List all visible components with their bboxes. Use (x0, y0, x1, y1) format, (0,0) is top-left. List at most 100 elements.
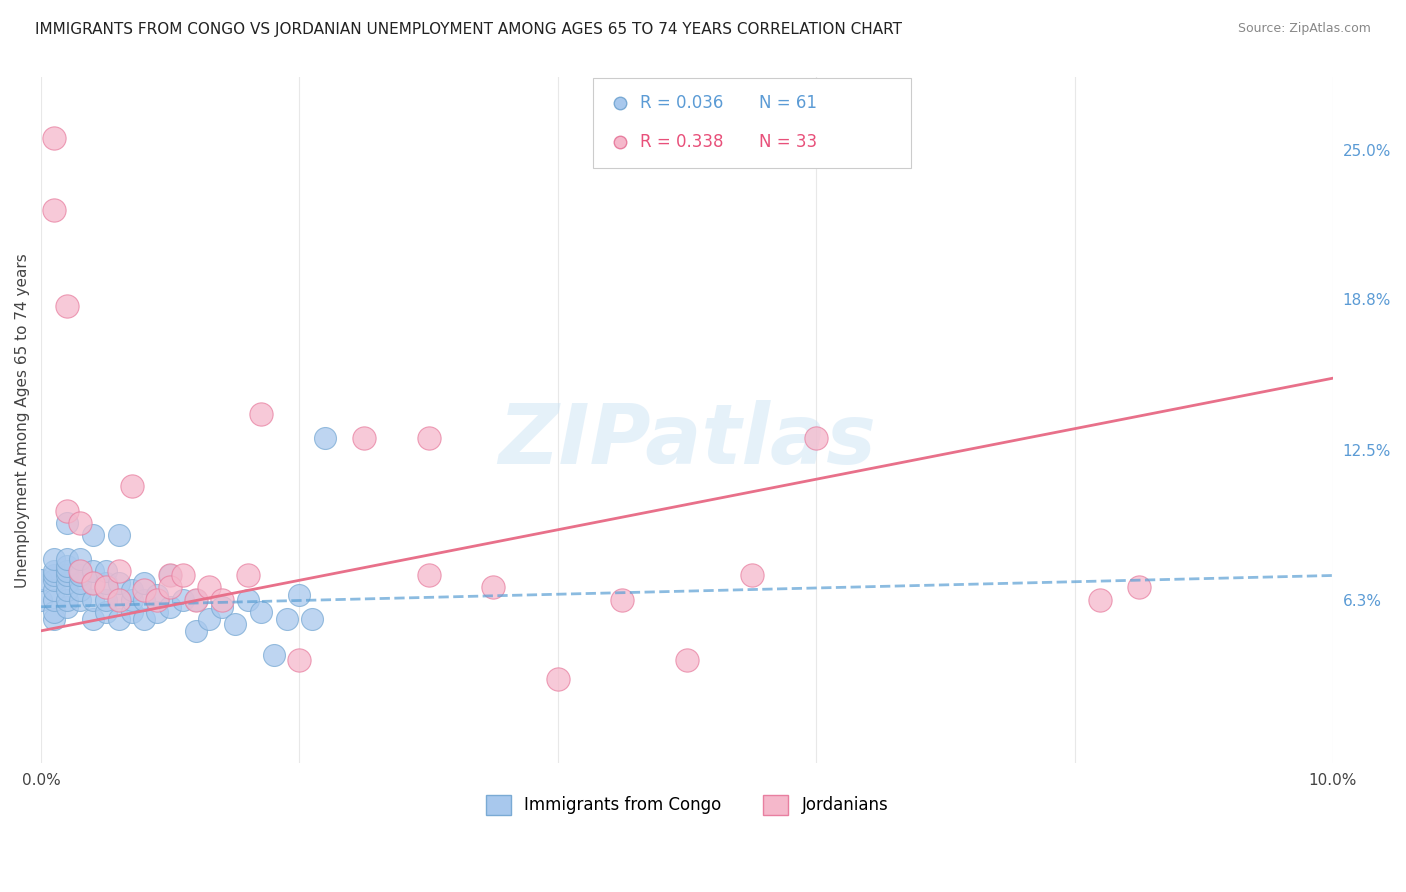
Text: R = 0.338: R = 0.338 (640, 133, 723, 151)
Point (198, 581, 221, 595)
Point (82, 612, 104, 626)
Point (30, 574, 52, 588)
Point (42, 130, 65, 145)
Point (107, 564, 129, 578)
Point (198, 612, 221, 626)
Point (249, 407, 271, 421)
Point (159, 568, 181, 582)
Point (134, 612, 156, 626)
Point (1128, 581, 1150, 595)
Point (211, 599, 233, 614)
Text: Source: ZipAtlas.com: Source: ZipAtlas.com (1237, 22, 1371, 36)
Point (184, 592, 207, 607)
Point (69, 568, 91, 582)
Point (42, 574, 65, 588)
Point (69, 516, 91, 530)
Point (159, 599, 181, 614)
Point (107, 612, 129, 626)
Point (263, 648, 285, 662)
Point (159, 581, 181, 595)
Point (82, 575, 104, 590)
Point (146, 605, 169, 619)
Point (56, 568, 79, 582)
Point (1090, 592, 1112, 607)
Point (184, 592, 207, 607)
Text: ZIPatlas: ZIPatlas (498, 401, 876, 482)
Point (42, 568, 65, 582)
Point (69, 582, 91, 597)
Point (56, 551, 79, 566)
Point (146, 588, 169, 602)
Point (676, 653, 699, 667)
Point (94, 592, 117, 607)
Point (547, 672, 569, 686)
Point (42, 551, 65, 566)
Point (224, 616, 246, 631)
Point (42, 582, 65, 597)
Point (806, 431, 828, 445)
Point (418, 431, 440, 445)
Point (134, 582, 156, 597)
Point (69, 564, 91, 578)
Point (56, 299, 79, 313)
Point (249, 605, 271, 619)
Legend: Immigrants from Congo, Jordanians: Immigrants from Congo, Jordanians (478, 787, 897, 823)
Point (314, 431, 336, 445)
Point (107, 527, 129, 541)
Point (172, 568, 194, 582)
Point (172, 592, 194, 607)
Point (82, 592, 104, 607)
Point (236, 568, 259, 582)
Point (56, 575, 79, 590)
Point (211, 592, 233, 607)
Point (42, 592, 65, 607)
Point (69, 551, 91, 566)
Point (42, 202, 65, 217)
Point (56, 503, 79, 517)
Point (184, 624, 207, 638)
Point (418, 568, 440, 582)
Point (288, 588, 311, 602)
Point (107, 575, 129, 590)
Point (94, 575, 117, 590)
Point (482, 581, 505, 595)
Point (82, 564, 104, 578)
Point (134, 575, 156, 590)
Point (69, 564, 91, 578)
Point (121, 592, 143, 607)
Y-axis label: Unemployment Among Ages 65 to 74 years: Unemployment Among Ages 65 to 74 years (15, 253, 30, 588)
Point (276, 612, 298, 626)
Point (612, 592, 634, 607)
Point (288, 653, 311, 667)
Text: N = 33: N = 33 (759, 133, 817, 151)
Point (353, 431, 375, 445)
Point (56, 558, 79, 573)
Point (56, 516, 79, 530)
Point (82, 527, 104, 541)
Point (42, 605, 65, 619)
Point (741, 568, 763, 582)
Point (30, 592, 52, 607)
Point (94, 605, 117, 619)
Text: N = 61: N = 61 (759, 95, 817, 112)
Point (159, 568, 181, 582)
Point (56, 564, 79, 578)
Point (236, 592, 259, 607)
Point (121, 479, 143, 493)
Point (69, 575, 91, 590)
Point (107, 592, 129, 607)
Point (69, 592, 91, 607)
Point (121, 605, 143, 619)
Point (42, 612, 65, 626)
Point (146, 592, 169, 607)
Point (82, 575, 104, 590)
Point (56, 599, 79, 614)
Point (94, 581, 117, 595)
Point (121, 582, 143, 597)
Point (56, 592, 79, 607)
Point (56, 582, 79, 597)
Point (301, 612, 323, 626)
Text: R = 0.036: R = 0.036 (640, 95, 723, 112)
Point (42, 564, 65, 578)
Point (94, 564, 117, 578)
